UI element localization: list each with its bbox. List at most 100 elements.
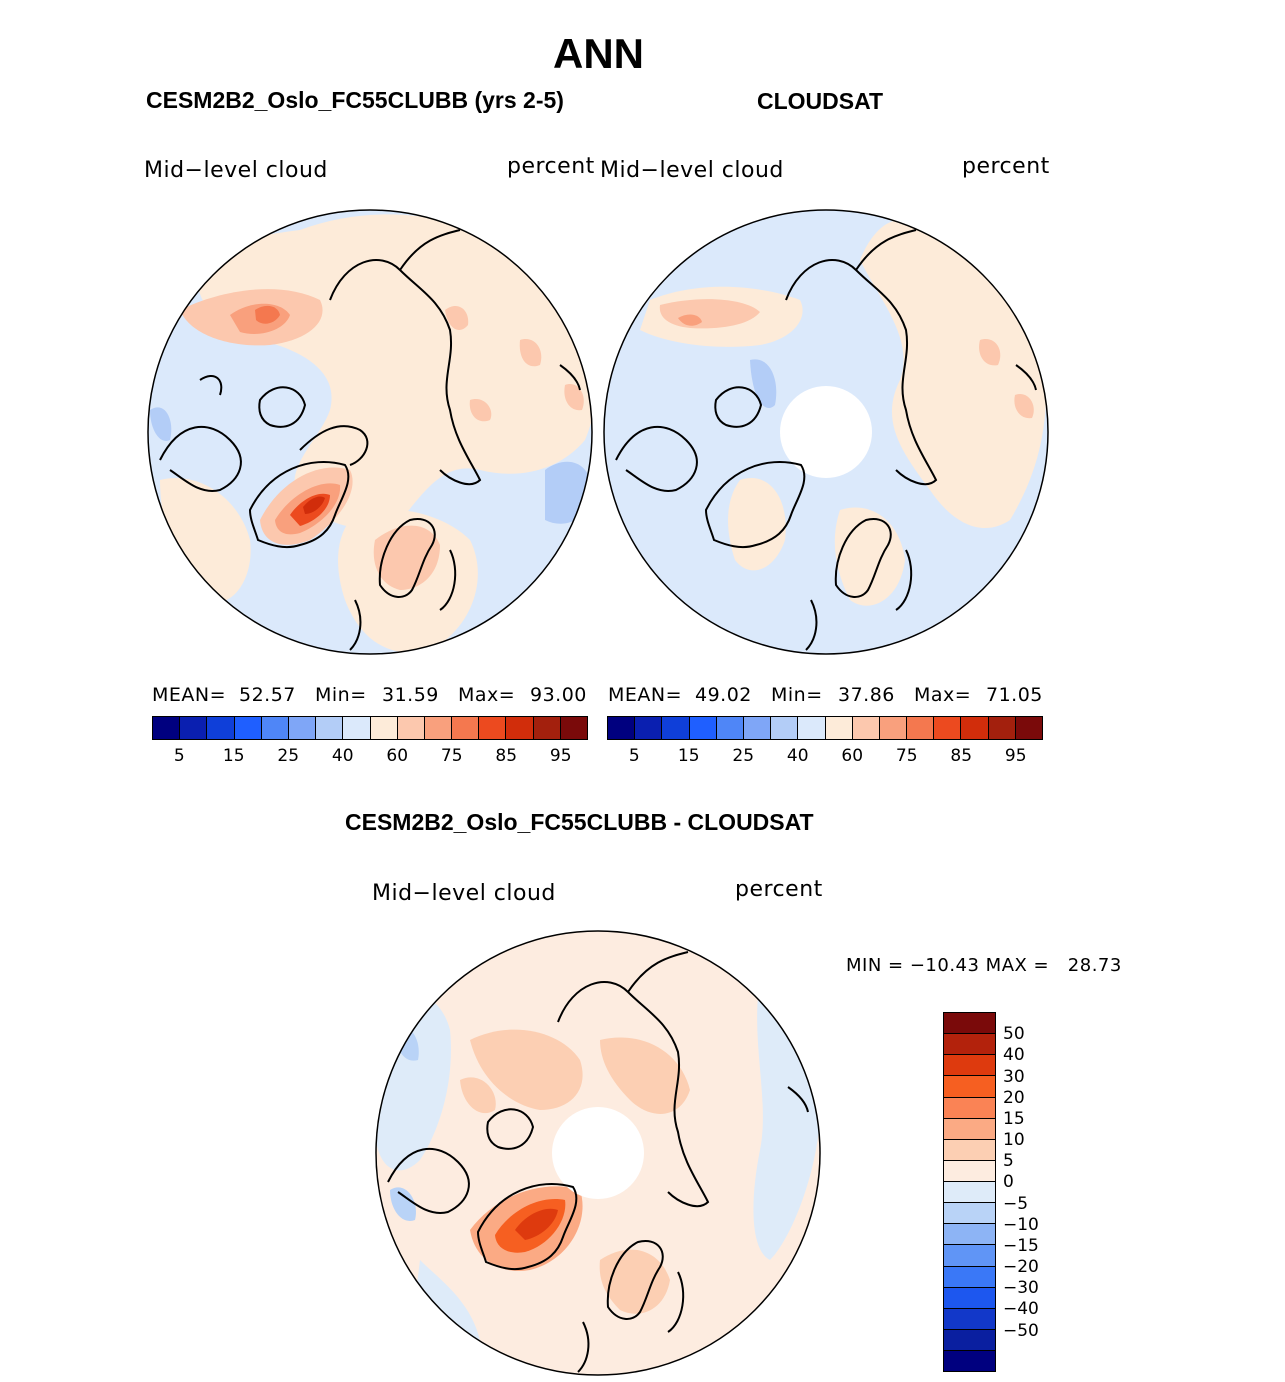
colorbar-tick-label: 15 (1003, 1109, 1025, 1129)
colorbar-cell (944, 1098, 995, 1119)
colorbar-cell (944, 1140, 995, 1161)
colorbar-cell (944, 1203, 995, 1224)
right-min-label: Min= (771, 684, 823, 706)
colorbar-cell (1016, 717, 1042, 739)
colorbar-cell (235, 717, 262, 739)
colorbar-tick-label: 50 (1003, 1024, 1025, 1044)
left-mean-value: 52.57 (239, 684, 296, 706)
colorbar-cell (371, 717, 398, 739)
colorbar-cell (880, 717, 907, 739)
colorbar-tick-label: 85 (495, 746, 517, 766)
colorbar-cell (826, 717, 853, 739)
diff-variable-label: Mid−level cloud (372, 881, 556, 906)
colorbar-tick-label: 75 (896, 746, 918, 766)
right-max-label: Max= (914, 684, 971, 706)
colorbar-cell (944, 1351, 995, 1371)
colorbar-cell (944, 1267, 995, 1288)
left-min-value: 31.59 (382, 684, 439, 706)
left-mean-label: MEAN= (152, 684, 226, 706)
colorbar-tick-label: −20 (1003, 1257, 1039, 1277)
diff-minmax-label: MIN = −10.43 MAX = 28.73 (846, 955, 1122, 976)
colorbar-tick-label: 15 (223, 746, 245, 766)
colorbar-cell (425, 717, 452, 739)
left-min-label: Min= (315, 684, 367, 706)
colorbar-cell (316, 717, 343, 739)
colorbar-tick-label: 15 (678, 746, 700, 766)
colorbar-cell (989, 717, 1016, 739)
colorbar-tick-label: 60 (386, 746, 408, 766)
colorbar-cell (944, 1119, 995, 1140)
colorbar-cell (180, 717, 207, 739)
colorbar-tick-label: 10 (1003, 1130, 1025, 1150)
colorbar-tick-label: 25 (277, 746, 299, 766)
colorbar-tick-label: −50 (1003, 1321, 1039, 1341)
colorbar-cell (934, 717, 961, 739)
colorbar-cell (534, 717, 561, 739)
colorbar-cell (608, 717, 635, 739)
colorbar-tick-label: 5 (174, 746, 185, 766)
colorbar-tick-label: 85 (950, 746, 972, 766)
colorbar-cell (944, 1288, 995, 1309)
colorbar-tick-label: 40 (332, 746, 354, 766)
colorbar-cell (944, 1245, 995, 1266)
colorbar-tick-label: 95 (1005, 746, 1027, 766)
colorbar-cell (479, 717, 506, 739)
colorbar-cell (289, 717, 316, 739)
colorbar-tick-label: 20 (1003, 1088, 1025, 1108)
colorbar-cell (944, 1034, 995, 1055)
colorbar-tick-label: 30 (1003, 1067, 1025, 1087)
colorbar-tick-label: 75 (441, 746, 463, 766)
colorbar-cell (944, 1013, 995, 1034)
colorbar-cell (561, 717, 587, 739)
colorbar-cell (262, 717, 289, 739)
right-mean-value: 49.02 (695, 684, 752, 706)
colorbar-cell (944, 1076, 995, 1097)
colorbar-tick-label: 5 (1003, 1151, 1014, 1171)
colorbar-tick-label: −30 (1003, 1278, 1039, 1298)
colorbar-cell (506, 717, 533, 739)
colorbar-cell (452, 717, 479, 739)
colorbar-tick-label: 0 (1003, 1172, 1014, 1192)
diff-polar-map (376, 931, 820, 1375)
colorbar-cell (690, 717, 717, 739)
right-mean-label: MEAN= (608, 684, 682, 706)
colorbar-tick-label: −10 (1003, 1215, 1039, 1235)
right-max-value: 71.05 (986, 684, 1043, 706)
colorbar-cell (153, 717, 180, 739)
colorbar-cell (207, 717, 234, 739)
colorbar-cell (343, 717, 370, 739)
right-polar-map (604, 210, 1048, 654)
diff-colorbar (943, 1012, 996, 1372)
colorbar-cell (635, 717, 662, 739)
right-min-value: 37.86 (838, 684, 895, 706)
colorbar-cell (961, 717, 988, 739)
colorbar-cell (744, 717, 771, 739)
colorbar-tick-label: −15 (1003, 1236, 1039, 1256)
colorbar-cell (944, 1309, 995, 1330)
diff-units-label: percent (735, 877, 823, 902)
diff-panel-title: CESM2B2_Oslo_FC55CLUBB - CLOUDSAT (345, 809, 814, 836)
colorbar-tick-label: 25 (732, 746, 754, 766)
left-max-label: Max= (458, 684, 515, 706)
colorbar-cell (944, 1055, 995, 1076)
colorbar-cell (944, 1182, 995, 1203)
right-colorbar (607, 716, 1043, 740)
colorbar-tick-label: 5 (629, 746, 640, 766)
colorbar-cell (944, 1161, 995, 1182)
left-colorbar (152, 716, 588, 740)
colorbar-cell (798, 717, 825, 739)
colorbar-tick-label: 95 (550, 746, 572, 766)
colorbar-cell (662, 717, 689, 739)
colorbar-cell (944, 1224, 995, 1245)
colorbar-cell (907, 717, 934, 739)
colorbar-cell (398, 717, 425, 739)
colorbar-tick-label: 40 (787, 746, 809, 766)
colorbar-tick-label: −5 (1003, 1194, 1028, 1214)
left-max-value: 93.00 (530, 684, 587, 706)
colorbar-tick-label: 40 (1003, 1045, 1025, 1065)
colorbar-cell (771, 717, 798, 739)
colorbar-cell (944, 1330, 995, 1351)
colorbar-cell (717, 717, 744, 739)
colorbar-tick-label: 60 (841, 746, 863, 766)
colorbar-cell (853, 717, 880, 739)
